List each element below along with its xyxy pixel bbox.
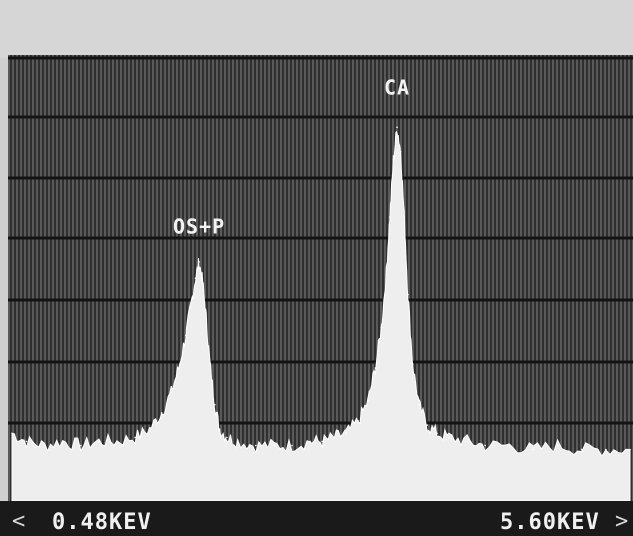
data-point <box>345 432 348 435</box>
data-point <box>134 436 136 439</box>
data-point <box>484 444 487 447</box>
data-point <box>374 367 377 369</box>
data-point <box>333 436 336 439</box>
top-glare <box>0 0 633 58</box>
peak-label-1: CA <box>384 76 410 100</box>
data-point <box>380 326 383 329</box>
data-point <box>201 281 204 284</box>
data-point <box>11 432 13 435</box>
peak-label-0: OS+P <box>173 214 225 238</box>
data-point <box>226 436 228 439</box>
right-arrow-readout: > <box>615 509 628 534</box>
data-point <box>367 399 369 402</box>
data-point <box>580 448 583 451</box>
data-point <box>629 448 631 451</box>
data-point <box>148 428 151 431</box>
data-point <box>209 363 211 365</box>
data-point <box>426 424 429 426</box>
data-point <box>80 444 82 447</box>
data-point <box>291 444 293 447</box>
data-point <box>43 444 46 447</box>
data-point <box>403 216 406 218</box>
data-point <box>255 444 257 447</box>
data-point <box>399 151 402 153</box>
data-point <box>407 293 409 296</box>
data-point <box>556 444 559 447</box>
data-point <box>218 428 221 431</box>
data-point <box>321 440 324 443</box>
x-end-readout: 5.60KEV <box>500 510 600 535</box>
data-point <box>532 448 535 451</box>
data-point <box>436 432 438 435</box>
data-point <box>309 440 311 443</box>
data-point <box>357 420 360 422</box>
data-point <box>448 436 450 439</box>
left-arrow-readout: < <box>12 509 25 534</box>
data-point <box>185 334 187 337</box>
data-point <box>236 440 239 443</box>
data-point <box>61 440 64 443</box>
data-point <box>392 159 395 161</box>
data-point <box>194 277 197 280</box>
grid-lines <box>8 56 633 425</box>
plot-area <box>8 55 633 501</box>
spectrum-trace <box>11 130 631 502</box>
data-point <box>98 440 100 443</box>
data-point <box>116 440 118 443</box>
x-start-readout: 0.48KEV <box>52 510 152 535</box>
data-point <box>205 318 208 320</box>
data-point <box>198 261 200 263</box>
data-point <box>396 126 398 129</box>
data-point <box>389 216 391 218</box>
data-point <box>170 391 173 394</box>
data-point <box>508 444 511 447</box>
peak-labels: OS+P CA <box>173 76 410 239</box>
trace-group <box>11 126 631 502</box>
data-point <box>160 412 163 414</box>
data-point <box>385 273 388 276</box>
data-point <box>605 448 607 451</box>
data-point <box>466 440 468 443</box>
data-point <box>418 403 420 406</box>
data-point <box>177 367 180 369</box>
data-point <box>411 363 414 365</box>
data-point <box>214 403 216 406</box>
data-point <box>25 440 28 443</box>
data-point <box>273 444 275 447</box>
readout-bar <box>0 501 633 536</box>
data-point <box>189 306 192 308</box>
